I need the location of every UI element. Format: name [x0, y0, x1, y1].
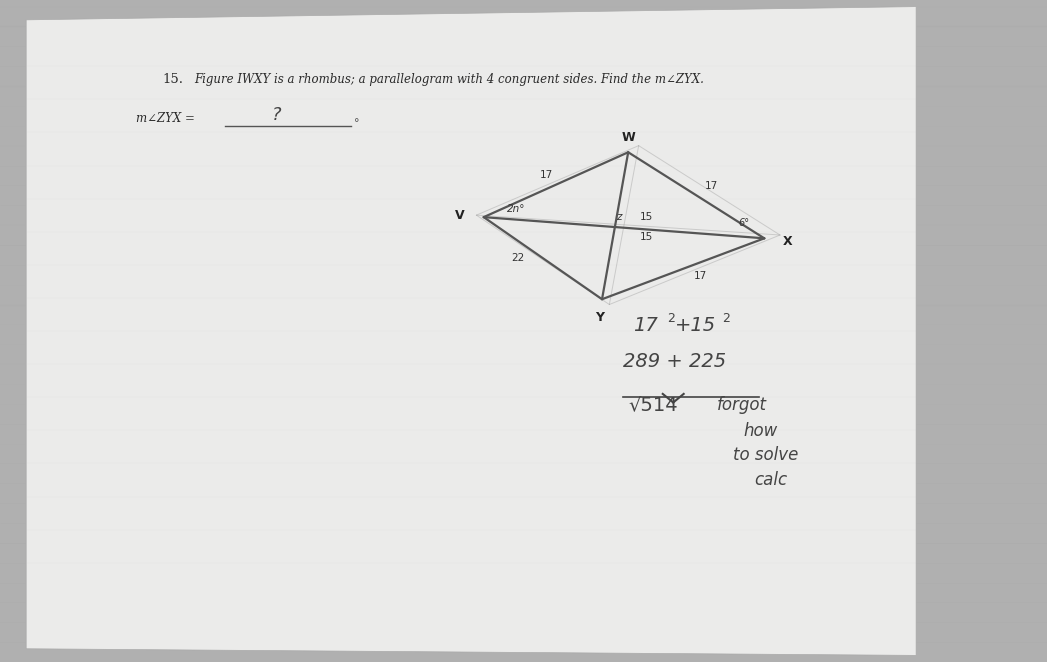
Text: V: V — [455, 209, 465, 222]
Text: X: X — [783, 235, 793, 248]
Text: ?: ? — [271, 107, 282, 124]
Text: 17: 17 — [540, 170, 554, 180]
Text: 289 + 225: 289 + 225 — [623, 352, 726, 371]
Text: Y: Y — [596, 311, 604, 324]
Text: 17: 17 — [693, 271, 707, 281]
Text: 17: 17 — [633, 316, 659, 335]
Text: 15.: 15. — [162, 73, 183, 86]
Text: how: how — [743, 422, 778, 440]
Text: m∠ZYX =: m∠ZYX = — [136, 113, 195, 126]
Text: 2n°: 2n° — [507, 204, 526, 214]
Text: forgot: forgot — [717, 397, 767, 414]
Text: 17: 17 — [705, 181, 718, 191]
Text: calc: calc — [754, 471, 787, 489]
Text: to solve: to solve — [733, 446, 798, 464]
Text: √514: √514 — [628, 395, 677, 414]
Text: z: z — [616, 212, 621, 222]
Text: 2: 2 — [722, 312, 731, 326]
Text: 22: 22 — [511, 254, 525, 263]
Text: 6°: 6° — [738, 218, 750, 228]
Text: +15: +15 — [675, 316, 716, 335]
Text: W: W — [621, 130, 636, 144]
Text: 15: 15 — [640, 232, 653, 242]
Text: °: ° — [354, 118, 359, 128]
Text: 15: 15 — [640, 212, 653, 222]
Text: 2: 2 — [667, 312, 675, 326]
Polygon shape — [26, 7, 916, 655]
Text: Figure IWXY is a rhombus; a parallelogram with 4 congruent sides. Find the m∠ZYX: Figure IWXY is a rhombus; a parallelogra… — [194, 73, 704, 86]
